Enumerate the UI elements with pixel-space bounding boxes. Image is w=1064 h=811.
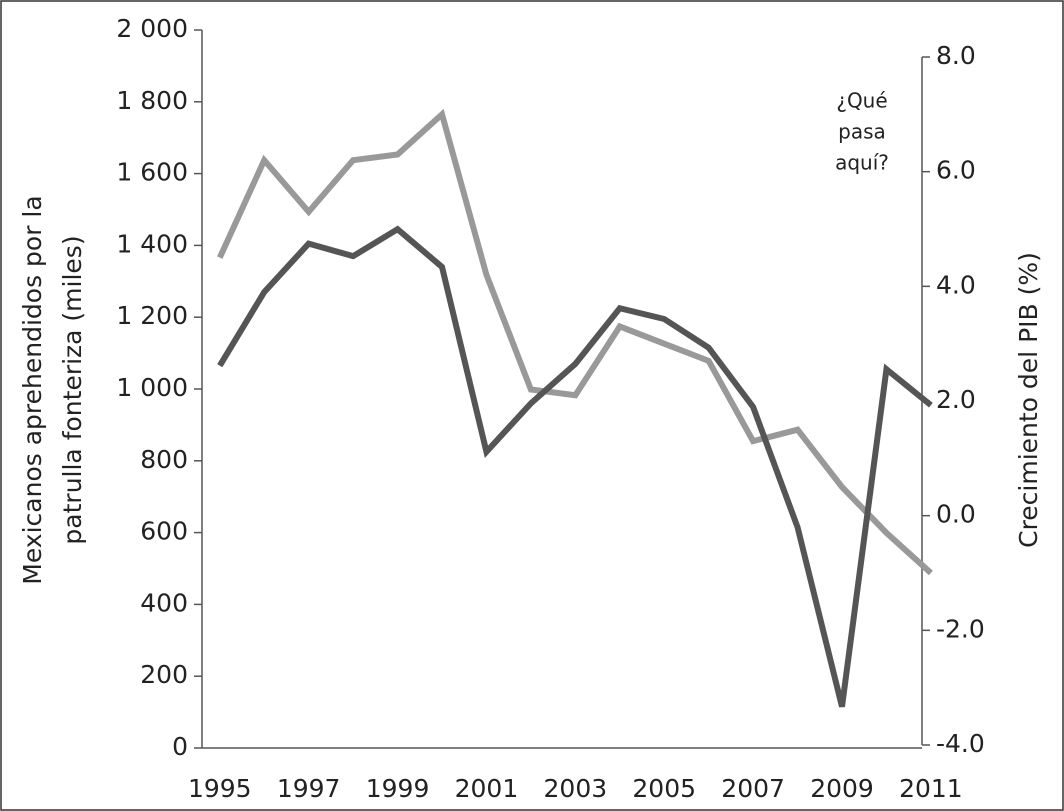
y-tick-label: 800 [140,445,188,474]
y2-tick-label: 4.0 [936,270,976,299]
x-tick-label: 2011 [899,774,963,803]
y-tick-label: 1 800 [116,86,188,115]
x-tick-label: 2009 [810,774,874,803]
y-tick-label: 1 000 [116,373,188,402]
y-tick-label: 1 200 [116,301,188,330]
y2-tick-label: 2.0 [936,385,976,414]
y-tick-label: 2 000 [116,14,188,43]
y2-axis-label: Crecimiento del PIB (%) [1014,252,1043,548]
y-tick-label: 0 [172,732,188,761]
data-line [217,225,933,708]
y-tick-label: 1 400 [116,229,188,258]
data-line [217,108,933,576]
annotation: pasa [838,120,886,144]
y2-tick-label: -2.0 [936,614,985,643]
y-tick-label: 1 600 [116,158,188,187]
y2-tick-label: 8.0 [936,41,976,70]
x-tick-label: 1999 [366,774,430,803]
x-tick-label: 2005 [632,774,696,803]
x-tick-label: 2001 [455,774,519,803]
y-tick-label: 200 [140,660,188,689]
y-axis-label: Mexicanos aprehendidos por la [18,195,47,584]
y-tick-label: 400 [140,588,188,617]
x-tick-label: 2007 [721,774,785,803]
x-tick-label: 1997 [277,774,341,803]
x-tick-label: 2003 [544,774,608,803]
y2-tick-label: -4.0 [936,729,985,758]
annotation: ¿Qué [836,89,887,113]
y2-tick-label: 6.0 [936,156,976,185]
x-tick-label: 1995 [188,774,252,803]
annotation: aquí? [835,151,889,175]
y2-tick-label: 0.0 [936,500,976,529]
y-axis-label: patrulla fonteriza (miles) [58,235,87,544]
y-tick-label: 600 [140,517,188,546]
